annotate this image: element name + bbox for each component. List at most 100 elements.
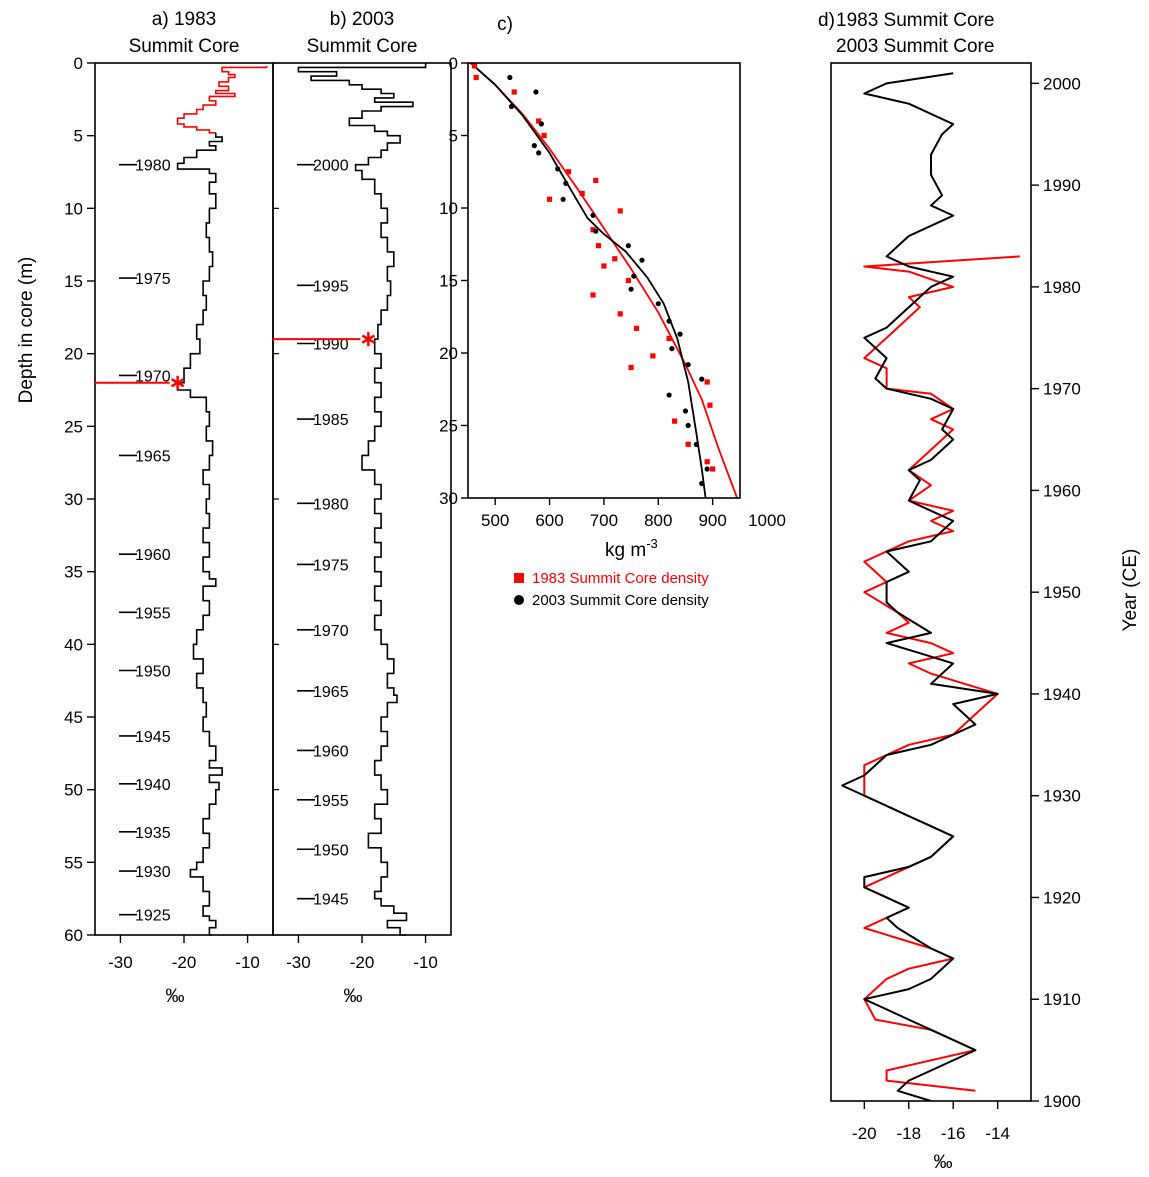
density-point-1983 — [593, 177, 599, 184]
panel-d-xlabel: ‰ — [934, 1152, 953, 1173]
panel-c-ytick-label: 0 — [449, 54, 458, 73]
panel-d-ytick-label: 1980 — [1043, 278, 1081, 297]
panel-c-xtick-label: 600 — [535, 511, 563, 530]
panel-d-ytick-label: 2000 — [1043, 74, 1081, 93]
panel-d-ytick-label: 1910 — [1043, 990, 1081, 1009]
panel-b-title: b) 2003 — [330, 9, 394, 30]
density-point-2003 — [555, 166, 561, 172]
age-label: 1965 — [135, 448, 171, 465]
density-point-2003 — [639, 257, 645, 263]
panel-a-ytick-label: 5 — [74, 127, 83, 146]
panel-a-ytick-label: 15 — [64, 272, 83, 291]
panel-c-ytick-label: 30 — [439, 489, 458, 508]
panel-c-xtick-label: 1000 — [748, 511, 786, 530]
panel-d-ytick-label: 1960 — [1043, 481, 1081, 500]
density-point-2003 — [593, 228, 599, 234]
density-point-1983 — [579, 190, 585, 197]
panel-d-frame — [830, 62, 1032, 1102]
panel-a-ytick-label: 25 — [64, 417, 83, 436]
panel-b-plot: -30 -20 -10 2000 1995 1990 1985 1980 1975 1970 196… — [272, 62, 452, 972]
panel-b-marker-star-stroke — [361, 334, 376, 344]
panel-b-subtitle: Summit Core — [307, 36, 418, 57]
legend-1983-label: 1983 Summit Core density — [532, 570, 709, 587]
panel-d-xtick-label: -20 — [852, 1124, 877, 1143]
density-point-1983 — [590, 292, 596, 298]
density-point-1983 — [666, 335, 672, 342]
panel-d-ytick-label: 1950 — [1043, 583, 1081, 602]
panel-a-subtitle: Summit Core — [129, 36, 240, 57]
panel-c-xlabel-superscript: -3 — [646, 536, 658, 551]
panel-a-ytick-label: 55 — [64, 853, 83, 872]
panel-c-plot: 500 600 700 800 900 1000 0 5 10 15 20 25 30 — [439, 54, 786, 530]
density-point-2003 — [631, 273, 637, 279]
density-point-2003 — [677, 331, 683, 337]
density-point-2003 — [704, 466, 710, 472]
panel-a-ytick-label: 45 — [64, 708, 83, 727]
panel-a-frame — [94, 62, 274, 936]
panel-c-title: c) — [497, 14, 513, 35]
age-label: 2000 — [313, 158, 349, 175]
age-label: 1985 — [313, 412, 349, 429]
panel-c-xtick-label: 900 — [698, 511, 726, 530]
panel-c-ytick-label: 15 — [439, 272, 458, 291]
density-point-1983 — [650, 353, 656, 359]
panel-a-xlabel: ‰ — [166, 986, 185, 1007]
panel-b-series-0 — [297, 63, 427, 936]
density-point-2003 — [666, 392, 672, 398]
panel-b-xlabel: ‰ — [344, 986, 363, 1007]
density-point-2003 — [699, 480, 705, 487]
density-point-1983 — [625, 277, 631, 284]
panel-d-xtick-label: -16 — [941, 1124, 966, 1143]
age-label: 1990 — [313, 336, 349, 353]
panel-d-ytick-label: 1990 — [1043, 176, 1081, 195]
density-point-2003 — [507, 74, 513, 81]
age-label: 1945 — [135, 729, 171, 746]
density-point-1983 — [536, 118, 542, 124]
depth-axis-label: Depth in core (m) — [16, 257, 37, 404]
density-point-1983 — [546, 196, 553, 202]
density-point-1983 — [617, 208, 623, 214]
density-point-2003 — [538, 121, 544, 127]
density-point-1983 — [612, 256, 618, 262]
panel-c-xlabel: kg m-3 — [605, 536, 658, 561]
density-point-2003 — [685, 362, 691, 368]
panel-c: c) 500 600 700 800 900 1000 0 5 10 15 20 25 30 kg m-… — [439, 14, 786, 609]
density-point-1983 — [590, 227, 596, 233]
age-label: 1980 — [313, 496, 349, 513]
panel-a-ytick-label: 35 — [64, 563, 83, 582]
age-label: 1980 — [135, 158, 171, 175]
panel-a-ytick-label: 0 — [74, 54, 83, 73]
panel-b-frame — [272, 62, 452, 936]
density-point-2003 — [669, 346, 675, 352]
panel-a-ytick-label: 20 — [64, 345, 83, 364]
age-label: 1950 — [313, 842, 349, 859]
panel-a-xtick-label: -20 — [172, 953, 197, 972]
panel-d-plot: -20 -18 -16 -14 1900 1910 1920 1930 1940 1950 1960… — [830, 62, 1081, 1143]
density-point-1983 — [565, 169, 572, 175]
panel-d: d) 1983 Summit Core 2003 Summit Core Yea… — [818, 10, 1141, 1173]
panel-c-data — [470, 63, 738, 498]
density-point-1983 — [633, 325, 640, 331]
density-point-1983 — [710, 466, 716, 472]
panel-a: a) 1983 Summit Core Depth in core (m) -3… — [16, 9, 274, 1007]
panel-c-xlabel-main: kg m — [605, 540, 646, 561]
panel-c-ytick-label: 10 — [439, 199, 458, 218]
density-point-2003 — [685, 422, 691, 429]
density-point-1983 — [704, 459, 710, 465]
panel-a-ytick-label: 10 — [64, 199, 83, 218]
panel-d-series-1983 — [863, 255, 1020, 1092]
density-point-1983 — [595, 243, 602, 249]
panel-d-ytick-label: 1920 — [1043, 888, 1081, 907]
legend-1983-marker — [514, 573, 524, 583]
panel-d-ytick-label: 1970 — [1043, 380, 1081, 399]
panel-d-series-2003 — [841, 72, 999, 1101]
density-point-2003 — [693, 441, 699, 447]
panel-d-ytick-label: 1940 — [1043, 685, 1081, 704]
age-label: 1955 — [135, 605, 171, 622]
density-point-2003 — [625, 243, 631, 249]
density-point-1983 — [473, 74, 479, 81]
year-axis-label: Year (CE) — [1120, 549, 1141, 632]
age-label: 1975 — [135, 271, 171, 288]
density-point-2003 — [533, 89, 539, 95]
panel-b-xtick-label: -20 — [350, 953, 375, 972]
